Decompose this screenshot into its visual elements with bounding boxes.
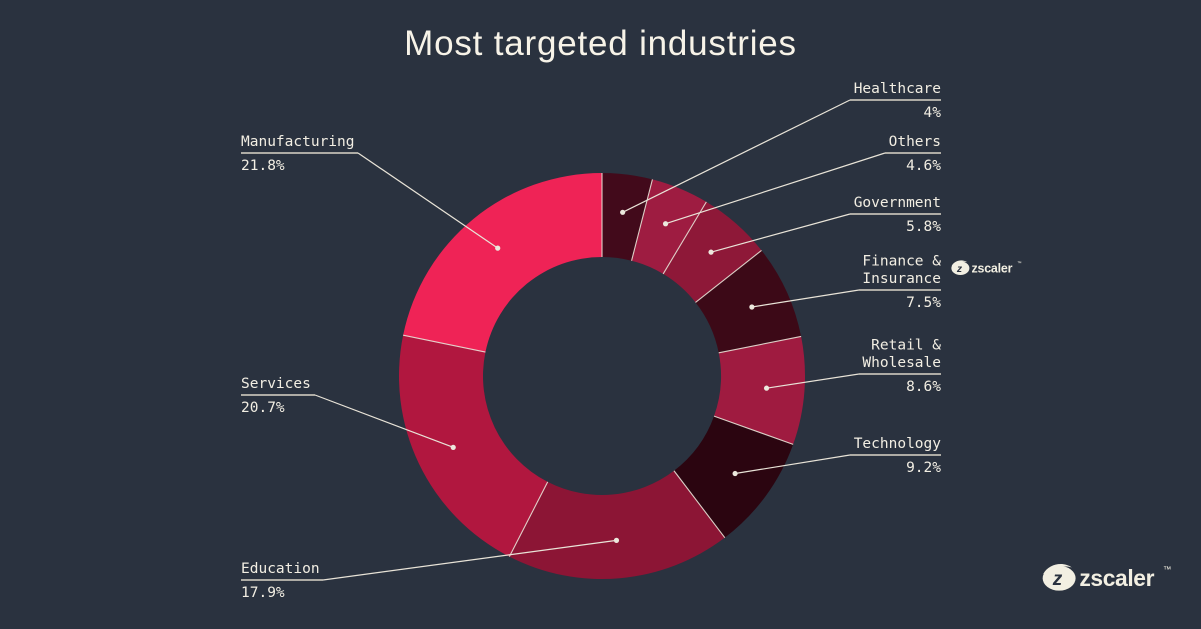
separator-line <box>718 335 802 354</box>
leader-line-others <box>665 152 886 225</box>
separator-line <box>403 334 486 353</box>
separator-line <box>713 415 794 445</box>
segment-percent-others: 4.6% <box>906 158 941 174</box>
segment-name-government: Government <box>854 195 941 211</box>
leader-line-services <box>314 394 454 448</box>
trademark-symbol: ™ <box>1163 565 1171 574</box>
segment-percent-manufacturing: 21.8% <box>241 158 285 174</box>
donut-segment-technology <box>673 416 794 538</box>
chart-title: Most targeted industries <box>404 24 797 63</box>
leader-line-technology <box>734 454 851 475</box>
leader-lines <box>241 99 941 581</box>
zscaler-icon-letter: z <box>956 264 963 275</box>
segment-percent-finance-insurance: 7.5% <box>906 295 941 311</box>
zscaler-wordmark: zscaler <box>1079 565 1154 591</box>
segment-name-others: Others <box>889 134 941 150</box>
zscaler-logo-large: z zscaler ™ <box>1040 558 1172 596</box>
zscaler-wordmark: zscaler <box>971 261 1012 275</box>
segment-name-technology: Technology <box>854 436 942 452</box>
segment-labels: Healthcare 4% Others 4.6% Government 5.8% Fina… <box>241 81 941 601</box>
leader-line-education <box>322 539 617 581</box>
segment-percent-retail-wholesale: 8.6% <box>906 379 941 395</box>
segment-name-finance-insurance: Insurance <box>862 271 941 287</box>
zscaler-cloud-icon: z <box>951 260 970 275</box>
leader-dot-manufacturing <box>495 245 501 251</box>
leader-dot-education <box>613 537 620 543</box>
donut-segment-services <box>399 335 548 557</box>
segment-percent-technology: 9.2% <box>906 460 941 476</box>
leader-dot-services <box>450 444 456 450</box>
segment-name-retail-wholesale: Wholesale <box>862 355 941 371</box>
donut-segment-healthcare <box>602 173 653 261</box>
leader-dot-others <box>662 221 669 227</box>
segment-percent-healthcare: 4% <box>924 105 942 121</box>
leader-dot-technology <box>732 470 738 477</box>
segment-name-finance-insurance: Finance & <box>862 254 941 270</box>
trademark-symbol: ™ <box>1017 261 1022 266</box>
separator-line <box>508 481 549 557</box>
zscaler-cloud-icon: z <box>1042 564 1076 591</box>
separator-line <box>662 201 707 275</box>
segment-name-healthcare: Healthcare <box>854 81 941 97</box>
donut-slices <box>399 173 805 580</box>
donut-segment-finance-insurance <box>695 250 802 353</box>
segment-name-manufacturing: Manufacturing <box>241 134 355 150</box>
leader-line-finance-insurance <box>751 289 860 308</box>
separator-line <box>673 470 726 538</box>
leader-line-manufacturing <box>357 152 499 249</box>
slice-separators <box>403 173 802 557</box>
zscaler-icon-letter: z <box>1052 569 1063 590</box>
separator-line <box>631 179 653 261</box>
leader-dot-retail-wholesale <box>763 385 770 391</box>
segment-name-education: Education <box>241 561 320 577</box>
segment-name-services: Services <box>241 376 311 392</box>
donut-segment-manufacturing <box>403 173 602 353</box>
leader-line-government <box>710 213 851 253</box>
segment-name-retail-wholesale: Retail & <box>871 338 941 354</box>
segment-percent-government: 5.8% <box>906 219 941 235</box>
donut-segment-others <box>631 179 707 274</box>
donut-segment-education <box>509 470 725 580</box>
leader-dot-finance-insurance <box>749 304 755 310</box>
donut-segment-retail-wholesale <box>714 336 805 445</box>
leader-line-healthcare <box>622 99 851 213</box>
segment-percent-education: 17.9% <box>241 585 285 601</box>
zscaler-watermark-small: z zscaler ™ <box>950 257 1022 278</box>
leader-dot-government <box>708 249 714 255</box>
leader-line-retail-wholesale <box>766 373 860 389</box>
separator-line <box>695 249 762 303</box>
segment-percent-services: 20.7% <box>241 400 285 416</box>
leader-dot-healthcare <box>620 209 626 215</box>
